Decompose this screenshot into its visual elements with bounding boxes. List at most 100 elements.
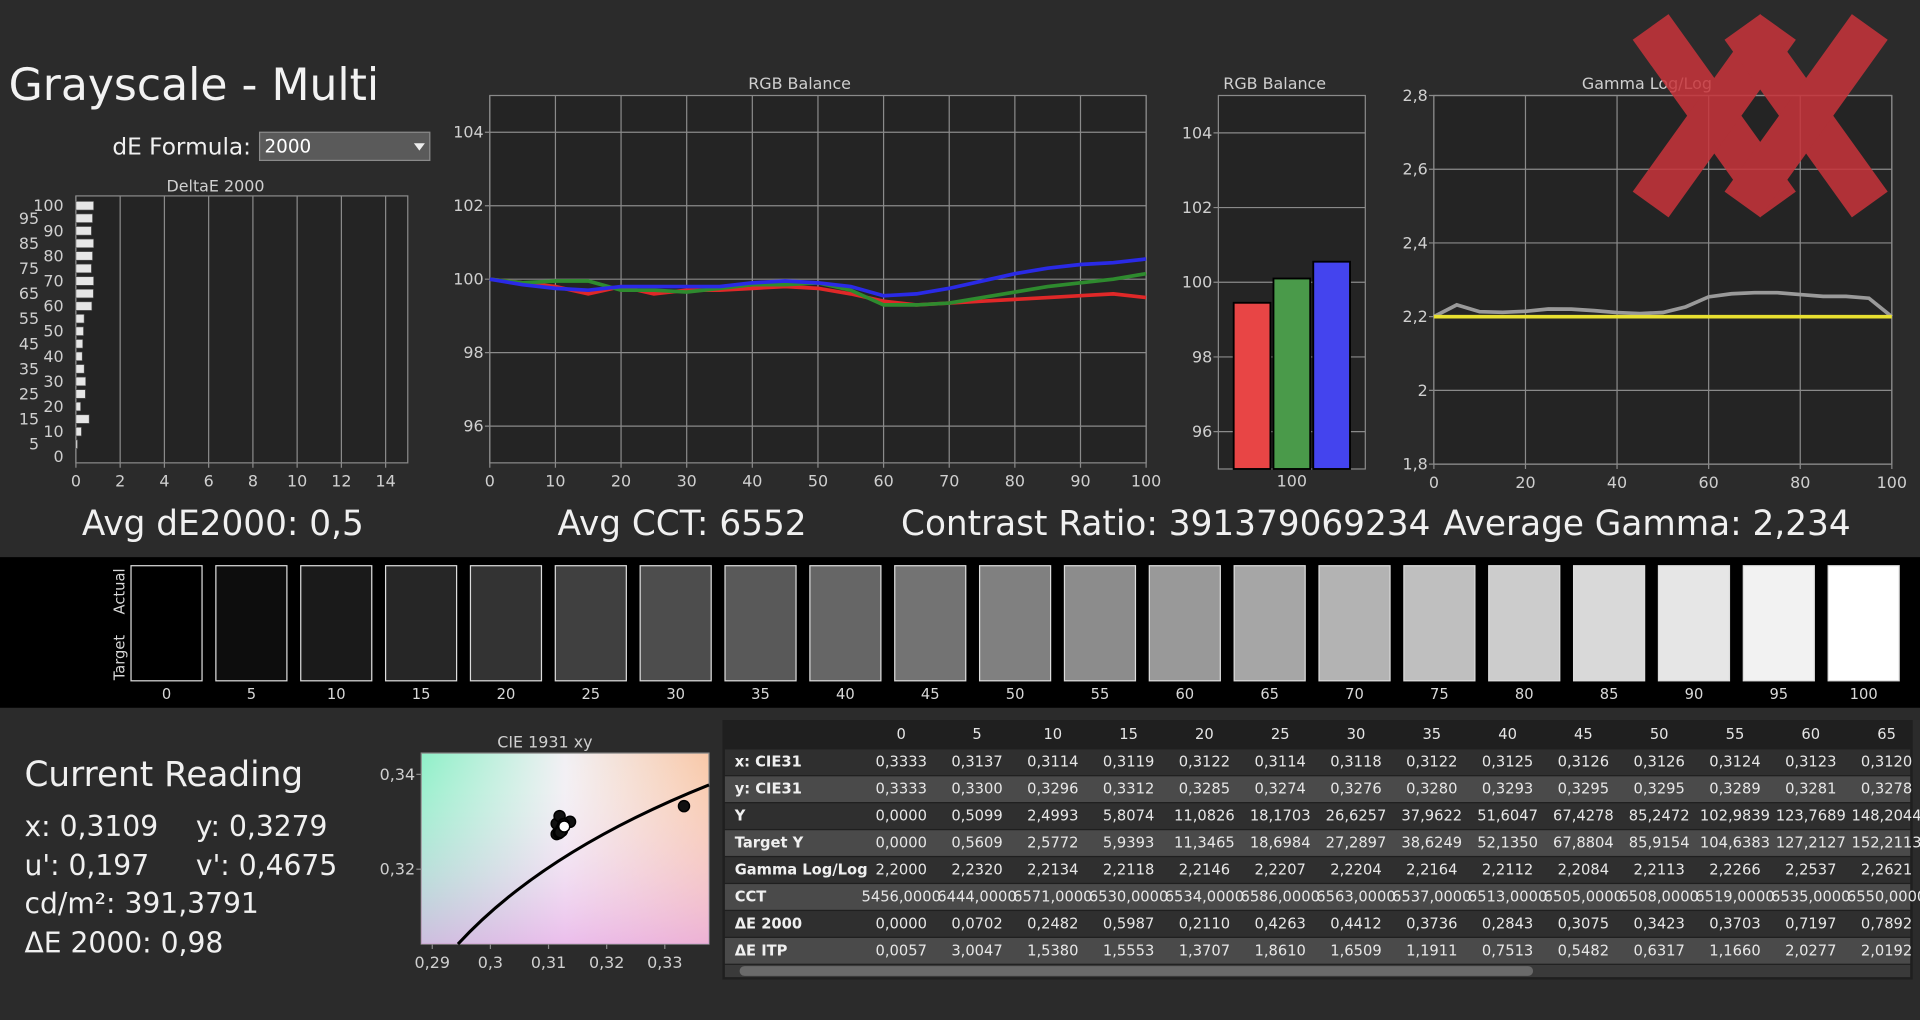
dropdown-arrow[interactable] [413, 143, 425, 151]
swatch [469, 565, 543, 682]
table-cell: 0,3137 [951, 754, 1002, 771]
table-row [724, 911, 1911, 937]
table-cell: 2,2112 [1482, 862, 1533, 879]
table-cell: 37,9622 [1401, 808, 1462, 825]
table-cell: 1,1660 [1709, 942, 1760, 959]
bar [75, 238, 94, 248]
chart-title: RGB Balance [748, 74, 851, 93]
bar [75, 276, 94, 286]
swatch-label: 65 [1260, 686, 1279, 703]
table-cell: 51,6047 [1477, 808, 1538, 825]
column-header: 45 [1574, 726, 1593, 743]
formula-dropdown[interactable]: 2000 [258, 131, 431, 162]
y-tick-label: 60 [43, 297, 63, 316]
y-tick-label: 55 [19, 309, 39, 328]
table-cell: 127,2127 [1776, 835, 1846, 852]
table-cell: 0,3333 [876, 754, 927, 771]
table-cell: 5,9393 [1103, 835, 1154, 852]
stat: Average Gamma: 2,234 [1443, 504, 1850, 544]
row-label: ΔE ITP [735, 942, 788, 959]
table-cell: 2,2266 [1709, 862, 1760, 879]
logo [1632, 14, 1888, 218]
swatch-label: 0 [162, 686, 171, 703]
table-cell: 0,4412 [1330, 915, 1381, 932]
y-tick-label: 40 [43, 347, 63, 366]
table-cell: 0,3736 [1406, 915, 1457, 932]
table-cell: 0,3300 [951, 781, 1002, 798]
bar [75, 314, 85, 324]
table-cell: 0,3293 [1482, 781, 1533, 798]
x-tick-label: 0,31 [531, 953, 566, 972]
column-header: 40 [1498, 726, 1517, 743]
x-tick-label: 0 [1429, 473, 1439, 492]
table-cell: 26,6257 [1326, 808, 1387, 825]
table-cell: 0,3120 [1861, 754, 1912, 771]
y-tick-label: 0 [54, 447, 64, 466]
table-cell: 123,7689 [1776, 808, 1846, 825]
table-cell: 5456,0000 [862, 888, 941, 905]
swatch-label: 95 [1769, 686, 1788, 703]
reading-value: v': 0,4675 [196, 849, 337, 882]
x-tick-label: 10 [545, 472, 565, 491]
table-cell: 0,3295 [1558, 781, 1609, 798]
table-cell: 0,3289 [1709, 781, 1760, 798]
y-tick-label: 98 [1192, 347, 1212, 366]
reading-title: Current Reading [24, 755, 303, 795]
table-cell: 0,0000 [876, 808, 927, 825]
row-label: Target Y [735, 835, 804, 852]
scroll-thumb[interactable] [739, 966, 1534, 976]
table-cell: 0,5609 [951, 835, 1002, 852]
table-cell: 11,3465 [1174, 835, 1235, 852]
point [677, 799, 691, 813]
table-cell: 0,3280 [1406, 781, 1457, 798]
table-cell: 67,8804 [1553, 835, 1614, 852]
x-tick-label: 6 [204, 472, 214, 491]
table-cell: 1,8610 [1255, 942, 1306, 959]
table-cell: 0,3296 [1027, 781, 1078, 798]
table-cell: 1,1911 [1406, 942, 1457, 959]
table-cell: 27,2897 [1326, 835, 1387, 852]
swatch [639, 565, 712, 682]
x-tick-label: 0,33 [647, 953, 682, 972]
table-cell: 0,3118 [1330, 754, 1381, 771]
swatch-label: 80 [1515, 686, 1534, 703]
swatch-label: 5 [247, 686, 256, 703]
y-tick-label: 45 [19, 334, 39, 353]
table-cell: 6513,0000 [1468, 888, 1547, 905]
table-cell: 6550,0000 [1847, 888, 1920, 905]
table-cell: 2,5772 [1027, 835, 1078, 852]
table-cell: 0,5482 [1558, 942, 1609, 959]
x-tick-label: 80 [1005, 472, 1025, 491]
table-cell: 0,7197 [1785, 915, 1836, 932]
x-tick-label: 4 [159, 472, 169, 491]
swatch [215, 565, 288, 682]
x-tick-label: 12 [331, 472, 351, 491]
table-cell: 0,3333 [876, 781, 927, 798]
scrollbar[interactable] [724, 964, 1911, 978]
reading-value: u': 0,197 [24, 849, 149, 882]
table-cell: 2,2113 [1633, 862, 1684, 879]
y-tick-label: 20 [43, 397, 63, 416]
swatch-label: 15 [412, 686, 431, 703]
table-cell: 11,0826 [1174, 808, 1235, 825]
x-tick-label: 0,32 [589, 953, 624, 972]
table-cell: 6534,0000 [1165, 888, 1244, 905]
y-tick-label: 2,4 [1402, 233, 1427, 252]
series-line [489, 277, 1147, 307]
dropdown-box[interactable] [258, 131, 431, 162]
table-cell: 2,0192 [1861, 942, 1912, 959]
swatch [1657, 565, 1731, 682]
table-cell: 2,2146 [1179, 862, 1230, 879]
reading-value: ΔE 2000: 0,98 [24, 926, 223, 959]
dropdown-value[interactable]: 2000 [264, 136, 311, 157]
table-cell: 0,3285 [1179, 781, 1230, 798]
table-cell: 2,2118 [1103, 862, 1154, 879]
table-cell: 2,4993 [1027, 808, 1078, 825]
x-tick-label: 8 [248, 472, 258, 491]
page-title: Grayscale - Multi [9, 60, 380, 111]
series-line [1433, 290, 1893, 319]
table-cell: 0,6317 [1633, 942, 1684, 959]
y-tick-label: 1,8 [1402, 455, 1427, 474]
table-cell: 104,6383 [1700, 835, 1770, 852]
